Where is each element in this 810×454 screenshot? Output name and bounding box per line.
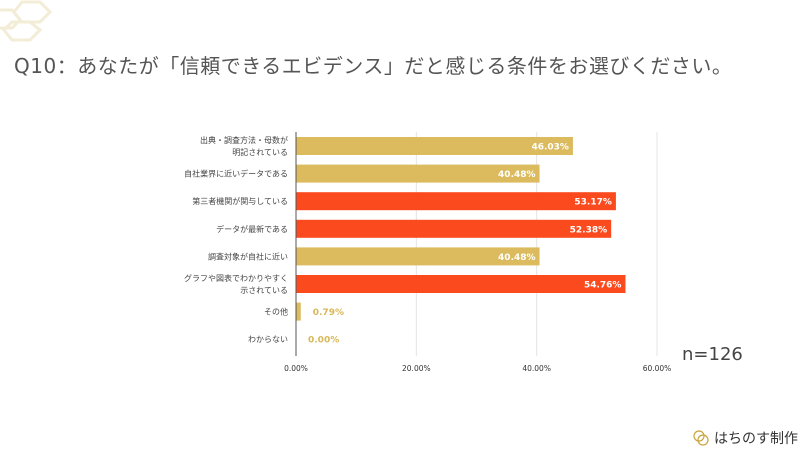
x-tick-label: 60.00% xyxy=(643,364,672,373)
value-label: 40.48% xyxy=(498,253,536,263)
value-label: 0.00% xyxy=(308,336,339,346)
value-label: 53.17% xyxy=(574,198,612,208)
category-label: 自社業界に近いデータである xyxy=(184,169,288,179)
bar xyxy=(296,192,616,211)
bar xyxy=(296,275,626,293)
category-label: データが最新である xyxy=(216,224,288,234)
question-title: Q10：あなたが「信頼できるエビデンス」だと感じる条件をお選びください。 xyxy=(14,54,733,78)
honeycomb-logo-decoration xyxy=(0,0,53,42)
credit: はちのす制作 xyxy=(692,428,798,448)
value-label: 52.38% xyxy=(570,225,608,235)
category-label: その他 xyxy=(264,307,288,317)
value-label: 46.03% xyxy=(531,143,569,153)
category-label: 出典・調査方法・母数が xyxy=(200,135,288,145)
category-label: 示されている xyxy=(240,286,288,295)
bar xyxy=(296,164,540,183)
x-tick-label: 40.00% xyxy=(522,364,551,373)
category-label: グラフや図表でわかりやすく xyxy=(184,273,288,283)
bar xyxy=(296,302,301,321)
bar xyxy=(296,219,612,238)
x-tick-label: 20.00% xyxy=(402,364,431,373)
bar xyxy=(296,137,573,155)
credit-text: はちのす制作 xyxy=(714,431,798,447)
value-label: 40.48% xyxy=(498,170,536,180)
value-label: 0.79% xyxy=(313,308,344,318)
category-label: わからない xyxy=(248,335,288,344)
category-label: 調査対象が自社に近い xyxy=(208,251,288,261)
category-label: 明記されている xyxy=(232,147,288,157)
sample-size: n=126 xyxy=(682,344,743,365)
category-label: 第三者機関が関与している xyxy=(192,196,288,206)
bar xyxy=(296,247,540,266)
honeycomb-icon xyxy=(693,430,709,446)
value-label: 54.76% xyxy=(584,281,622,291)
x-tick-label: 0.00% xyxy=(284,364,308,373)
